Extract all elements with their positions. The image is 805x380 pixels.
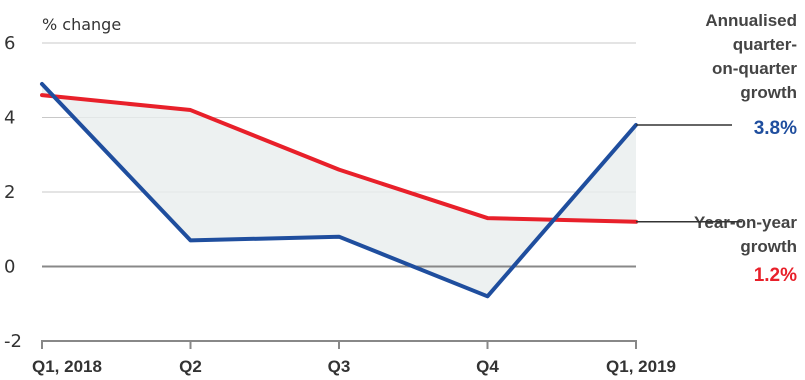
annotation-label-line: on-quarter <box>712 59 797 78</box>
y-tick-label: -2 <box>4 331 22 352</box>
series-line-quarter-on-quarter <box>40 81 638 299</box>
x-tick-label: Q2 <box>179 357 202 376</box>
y-tick-label: 4 <box>4 108 15 129</box>
y-tick-labels: 6 4 2 0 -2 <box>4 33 22 352</box>
y-tick-label: 0 <box>4 257 15 278</box>
annotation-value: 3.8% <box>754 118 797 139</box>
x-tick-label: Q1, 2019 <box>606 357 676 376</box>
y-tick-label: 2 <box>4 182 15 203</box>
annotation-label-line: Annualised <box>705 11 797 30</box>
annotation-label-line: quarter- <box>733 35 797 54</box>
annotation-label-line: growth <box>740 83 797 102</box>
annotation-label-line: growth <box>740 237 797 256</box>
series-line-year-on-year <box>40 93 638 224</box>
annotation-label-line: Year-on-year <box>694 213 797 232</box>
annotation-value: 1.2% <box>754 265 797 286</box>
series-annotations: Annualised quarter-on-quarter growth 3.8% Ye… <box>636 11 797 286</box>
x-tick-label: Q4 <box>476 357 499 376</box>
x-tick-label: Q3 <box>328 357 351 376</box>
y-tick-label: 6 <box>4 33 15 54</box>
series-lines <box>40 81 638 299</box>
x-axis <box>41 265 637 349</box>
x-tick-labels: Q1, 2018 Q2 Q3 Q4 Q1, 2019 <box>32 357 676 376</box>
shaded-band <box>42 83 636 297</box>
x-tick-label: Q1, 2018 <box>32 357 102 376</box>
y-axis-unit-label: % change <box>42 15 121 34</box>
